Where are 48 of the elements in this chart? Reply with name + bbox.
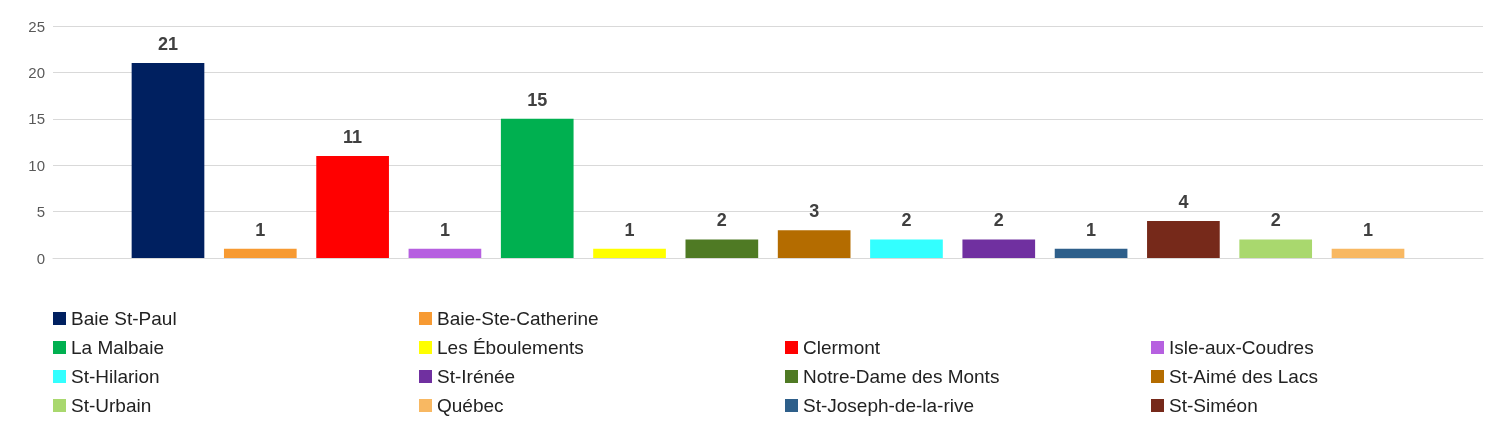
y-tick-label: 25 — [28, 17, 45, 35]
legend-label: Clermont — [803, 337, 881, 358]
legend-label: St-Hilarion — [71, 366, 160, 387]
data-label: 2 — [993, 210, 1004, 231]
bar — [777, 230, 851, 258]
data-label: 3 — [809, 201, 820, 222]
y-tick-label: 10 — [28, 156, 45, 174]
data-label: 1 — [624, 219, 635, 240]
data-label: 4 — [1178, 191, 1189, 212]
data-label: 21 — [157, 34, 179, 55]
legend-label: Baie-Ste-Catherine — [437, 308, 599, 329]
legend-label: St-Aimé des Lacs — [1169, 366, 1318, 387]
bar — [1239, 239, 1313, 258]
data-label: 1 — [255, 219, 266, 240]
legend-label: Les Éboulements — [437, 337, 584, 358]
y-tick-label: 20 — [28, 63, 45, 81]
bar — [962, 239, 1036, 258]
bar — [131, 63, 205, 258]
data-label: 2 — [901, 210, 912, 231]
bar — [870, 239, 943, 258]
data-label: 15 — [527, 89, 548, 110]
bar — [316, 155, 389, 258]
legend-label: Baie St-Paul — [71, 308, 177, 329]
legend-label: St-Joseph-de-la-rive — [803, 395, 975, 416]
legend-label: Québec — [437, 395, 504, 416]
legend-label: Isle-aux-Coudres — [1169, 337, 1314, 358]
bar — [1054, 248, 1128, 258]
legend-label: St-Urbain — [71, 395, 152, 416]
bar — [593, 248, 666, 258]
bar — [500, 118, 574, 258]
data-label: 2 — [716, 210, 727, 231]
y-tick-label: 0 — [36, 249, 45, 267]
legend-label: Notre-Dame des Monts — [803, 366, 1000, 387]
data-label: 1 — [1086, 219, 1097, 240]
data-label: 11 — [343, 126, 363, 147]
legend-label: La Malbaie — [71, 337, 164, 358]
y-tick-label: 5 — [36, 203, 45, 221]
data-label: 1 — [1363, 219, 1374, 240]
bar — [1147, 220, 1220, 258]
bar — [408, 248, 482, 258]
data-label: 1 — [439, 219, 450, 240]
bar — [1331, 248, 1405, 258]
data-label: 2 — [1270, 210, 1281, 231]
legend-label: St-Irénée — [437, 366, 516, 387]
y-tick-label: 15 — [28, 110, 45, 128]
bar — [685, 239, 759, 258]
legend-label: St-Siméon — [1169, 395, 1258, 416]
bar — [223, 248, 297, 258]
